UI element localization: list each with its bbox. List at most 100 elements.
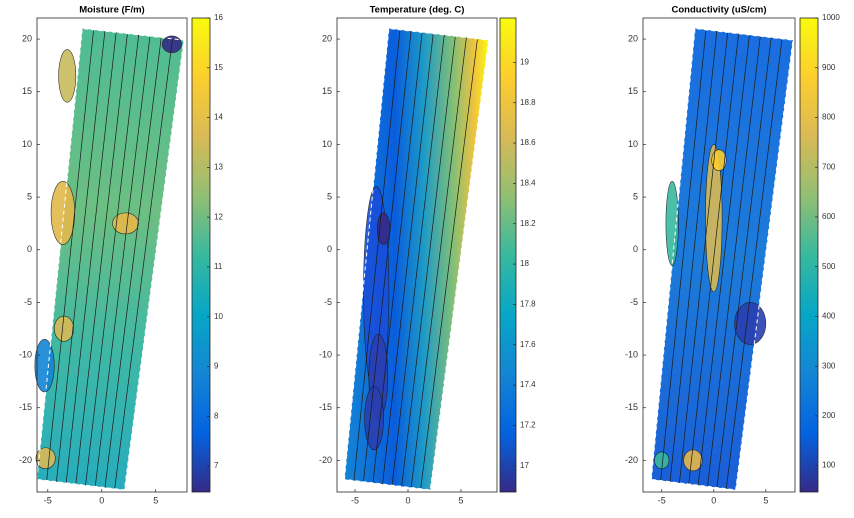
y-tick-label: -15 (319, 402, 332, 412)
colorbar-tick-label: 18 (520, 259, 529, 268)
panel: Moisture (F/m) -20 -15 -10 -5 0 5 10 15 20 -5 0 5 7 8 9… (19, 5, 223, 506)
y-tick-label: -5 (630, 297, 638, 307)
colorbar-tick-label: 600 (822, 212, 836, 221)
y-tick-label: 5 (327, 191, 332, 201)
survey-edge (650, 27, 794, 491)
survey-edge (343, 27, 490, 491)
colorbar-tick-label: 18.6 (520, 138, 536, 147)
survey-area (651, 28, 793, 490)
y-tick-label: -20 (625, 455, 638, 465)
x-tick-label: -5 (658, 495, 666, 505)
y-tick-label: -10 (319, 349, 332, 359)
y-tick-label: -10 (19, 349, 32, 359)
chart-title: Temperature (deg. C) (370, 5, 465, 16)
x-tick-label: 5 (763, 495, 768, 505)
y-tick-label: 0 (27, 244, 32, 254)
y-tick-label: 10 (322, 139, 332, 149)
x-tick-label: 0 (405, 495, 410, 505)
colorbar-tick-label: 16 (214, 13, 223, 22)
axes-frame (36, 17, 188, 493)
colorbar-tick-label: 12 (214, 212, 223, 221)
survey-track (410, 37, 467, 488)
colorbar-tick-label: 15 (214, 63, 223, 72)
survey-track (114, 38, 173, 489)
contour-patch (34, 338, 55, 393)
survey-track (697, 34, 750, 486)
contour-patch (376, 212, 391, 245)
contour-patch (734, 302, 767, 345)
y-tick-label: 20 (628, 33, 638, 43)
colorbar-tick-label: 7 (214, 461, 219, 470)
axes-frame (336, 17, 498, 493)
survey-track (391, 34, 445, 486)
survey-track (104, 37, 162, 488)
y-tick-label: -5 (24, 297, 32, 307)
axes-frame (642, 17, 796, 493)
contour-patch (683, 449, 703, 472)
contour-patch (53, 315, 74, 342)
colorbar-tick-label: 18.8 (520, 98, 536, 107)
y-tick-label: -15 (625, 402, 638, 412)
y-tick-label: 20 (22, 33, 32, 43)
y-tick-label: 15 (628, 86, 638, 96)
survey-track (716, 37, 772, 488)
colorbar-tick-label: 8 (214, 411, 219, 420)
colorbar-tick-label: 11 (214, 262, 223, 271)
survey-track (56, 31, 106, 482)
survey-track (353, 29, 401, 481)
survey-track (707, 36, 761, 487)
chart-title: Conductivity (uS/cm) (671, 5, 766, 16)
survey-track (688, 33, 739, 485)
contour-patch (50, 180, 76, 245)
colorbar-tick-label: 10 (214, 312, 223, 321)
colorbar-tick-label: 18.4 (520, 179, 536, 188)
x-tick-label: 5 (458, 495, 463, 505)
x-tick-label: -5 (44, 495, 52, 505)
contour-patch (711, 149, 727, 172)
colorbar-tick-label: 13 (214, 162, 223, 171)
survey-area (37, 28, 184, 490)
y-tick-label: 5 (27, 191, 32, 201)
y-tick-label: -15 (19, 402, 32, 412)
colorbar-tick-label: 100 (822, 461, 836, 470)
survey-track (65, 32, 117, 483)
y-tick-label: -5 (324, 297, 332, 307)
y-tick-label: -20 (319, 455, 332, 465)
y-tick-label: 10 (22, 139, 32, 149)
colorbar-tick-label: 17 (520, 461, 529, 470)
y-tick-label: 5 (633, 191, 638, 201)
colorbar-tick-label: 14 (214, 113, 223, 122)
colorbar-tick-label: 200 (822, 411, 836, 420)
y-tick-label: 20 (322, 33, 332, 43)
colorbar-tick-label: 19 (520, 57, 529, 66)
x-tick-label: 0 (711, 495, 716, 505)
colorbar (799, 17, 819, 493)
panel: Temperature (deg. C) -20 -15 -10 -5 0 5 10 15 20 -… (319, 5, 536, 506)
colorbar-tick-label: 500 (822, 262, 836, 271)
contour-patch (705, 144, 723, 293)
colorbar-tick-label: 300 (822, 361, 836, 370)
panel: Conductivity (uS/cm) -20 -15 -10 -5 0 5 10 15 20 -… (625, 5, 840, 506)
y-tick-label: 0 (327, 244, 332, 254)
survey-track (669, 31, 718, 482)
y-tick-label: -10 (625, 349, 638, 359)
survey-track (46, 29, 94, 481)
colorbar-tick-label: 17.2 (520, 421, 536, 430)
survey-track (94, 36, 151, 487)
x-tick-label: 5 (153, 495, 158, 505)
survey-track (660, 29, 707, 481)
contour-patch (364, 386, 384, 451)
survey-track (382, 33, 434, 485)
survey-track (401, 36, 456, 487)
colorbar-tick-label: 800 (822, 113, 836, 122)
survey-track (363, 31, 412, 482)
colorbar-tick-label: 17.6 (520, 340, 536, 349)
x-tick-label: -5 (351, 495, 359, 505)
contour-patch (35, 447, 56, 470)
contour-patch (665, 180, 679, 266)
y-tick-label: 15 (322, 86, 332, 96)
survey-track (725, 38, 783, 489)
survey-track (75, 33, 128, 485)
colorbar-tick-label: 1000 (822, 13, 840, 22)
